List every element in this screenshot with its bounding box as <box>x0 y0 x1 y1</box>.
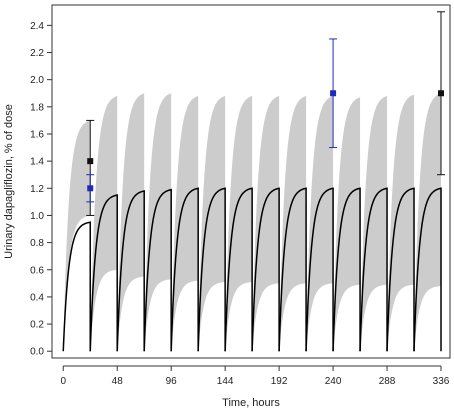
median-line-segment-6 <box>197 187 226 352</box>
y-tick-label: 0.4 <box>30 292 44 303</box>
median-line-segment-12 <box>359 187 388 352</box>
prediction-band-segment-1 <box>63 120 91 352</box>
median-line-segment-1 <box>62 221 91 352</box>
prediction-band-segment-12 <box>360 95 388 352</box>
prediction-band-segment-8 <box>252 95 280 352</box>
x-tick-label: 288 <box>379 376 396 387</box>
prediction-band-segment-4 <box>144 93 172 352</box>
prediction-band-segment-9 <box>279 95 307 352</box>
prediction-band-segment-14 <box>414 93 442 352</box>
median-line-segment-5 <box>170 187 199 352</box>
x-axis: 0 48 96 144 192 240 288 336 <box>60 365 450 387</box>
prediction-band-segment-6 <box>198 95 226 352</box>
observed-point-4 <box>438 90 445 97</box>
x-axis-label: Time, hours <box>222 397 280 409</box>
y-tick-label: 0.0 <box>30 347 44 358</box>
prediction-band-segment-5 <box>171 95 199 352</box>
x-tick-label: 144 <box>217 376 234 387</box>
median-line-segment-8 <box>251 187 280 352</box>
y-tick-label: 1.0 <box>30 211 44 222</box>
prediction-band-segment-11 <box>333 97 361 352</box>
y-tick-label: 0.8 <box>30 238 44 249</box>
y-tick-label: 0.6 <box>30 265 44 276</box>
y-tick-label: 1.6 <box>30 129 44 140</box>
prediction-band-segment-10 <box>306 95 334 352</box>
median-line-segment-2 <box>89 194 118 352</box>
x-tick-label: 0 <box>60 376 66 387</box>
observed-point-3 <box>330 90 337 97</box>
prediction-band-layer <box>63 93 442 352</box>
y-tick-label: 1.4 <box>30 157 44 168</box>
median-line-segment-10 <box>305 187 334 352</box>
median-line-layer <box>62 187 442 352</box>
x-tick-label: 48 <box>112 376 124 387</box>
observed-points-layer <box>86 11 446 216</box>
median-line-segment-13 <box>386 187 415 352</box>
median-line-segment-9 <box>278 187 307 352</box>
observed-point-2 <box>87 185 94 192</box>
prediction-band-segment-13 <box>387 94 415 352</box>
x-tick-label: 96 <box>166 376 178 387</box>
median-line-segment-7 <box>224 187 253 352</box>
y-tick-label: 2.0 <box>30 75 44 86</box>
y-tick-label: 1.2 <box>30 184 44 195</box>
y-tick-label: 1.8 <box>30 102 44 113</box>
prediction-band-segment-2 <box>90 95 118 352</box>
median-line-segment-4 <box>143 188 172 352</box>
x-tick-label: 192 <box>271 376 288 387</box>
prediction-band-segment-3 <box>117 93 145 352</box>
y-tick-label: 2.4 <box>30 21 44 32</box>
y-tick-label: 2.2 <box>30 48 44 59</box>
median-line-segment-14 <box>413 187 442 352</box>
y-tick-label: 0.2 <box>30 320 44 331</box>
median-line-segment-11 <box>332 187 361 352</box>
y-axis-label: Urinary dapagliflozin, % of dose <box>3 104 15 259</box>
observed-point-1 <box>87 158 94 165</box>
y-axis: 0.0 0.2 0.4 0.6 0.8 1.0 1.2 1.4 1.6 1.8 2.0 2.2 2.4 <box>30 21 53 358</box>
x-tick-label: 240 <box>325 376 342 387</box>
x-tick-label: 336 <box>433 376 450 387</box>
median-line-segment-3 <box>116 190 145 352</box>
prediction-band-segment-7 <box>225 95 253 352</box>
